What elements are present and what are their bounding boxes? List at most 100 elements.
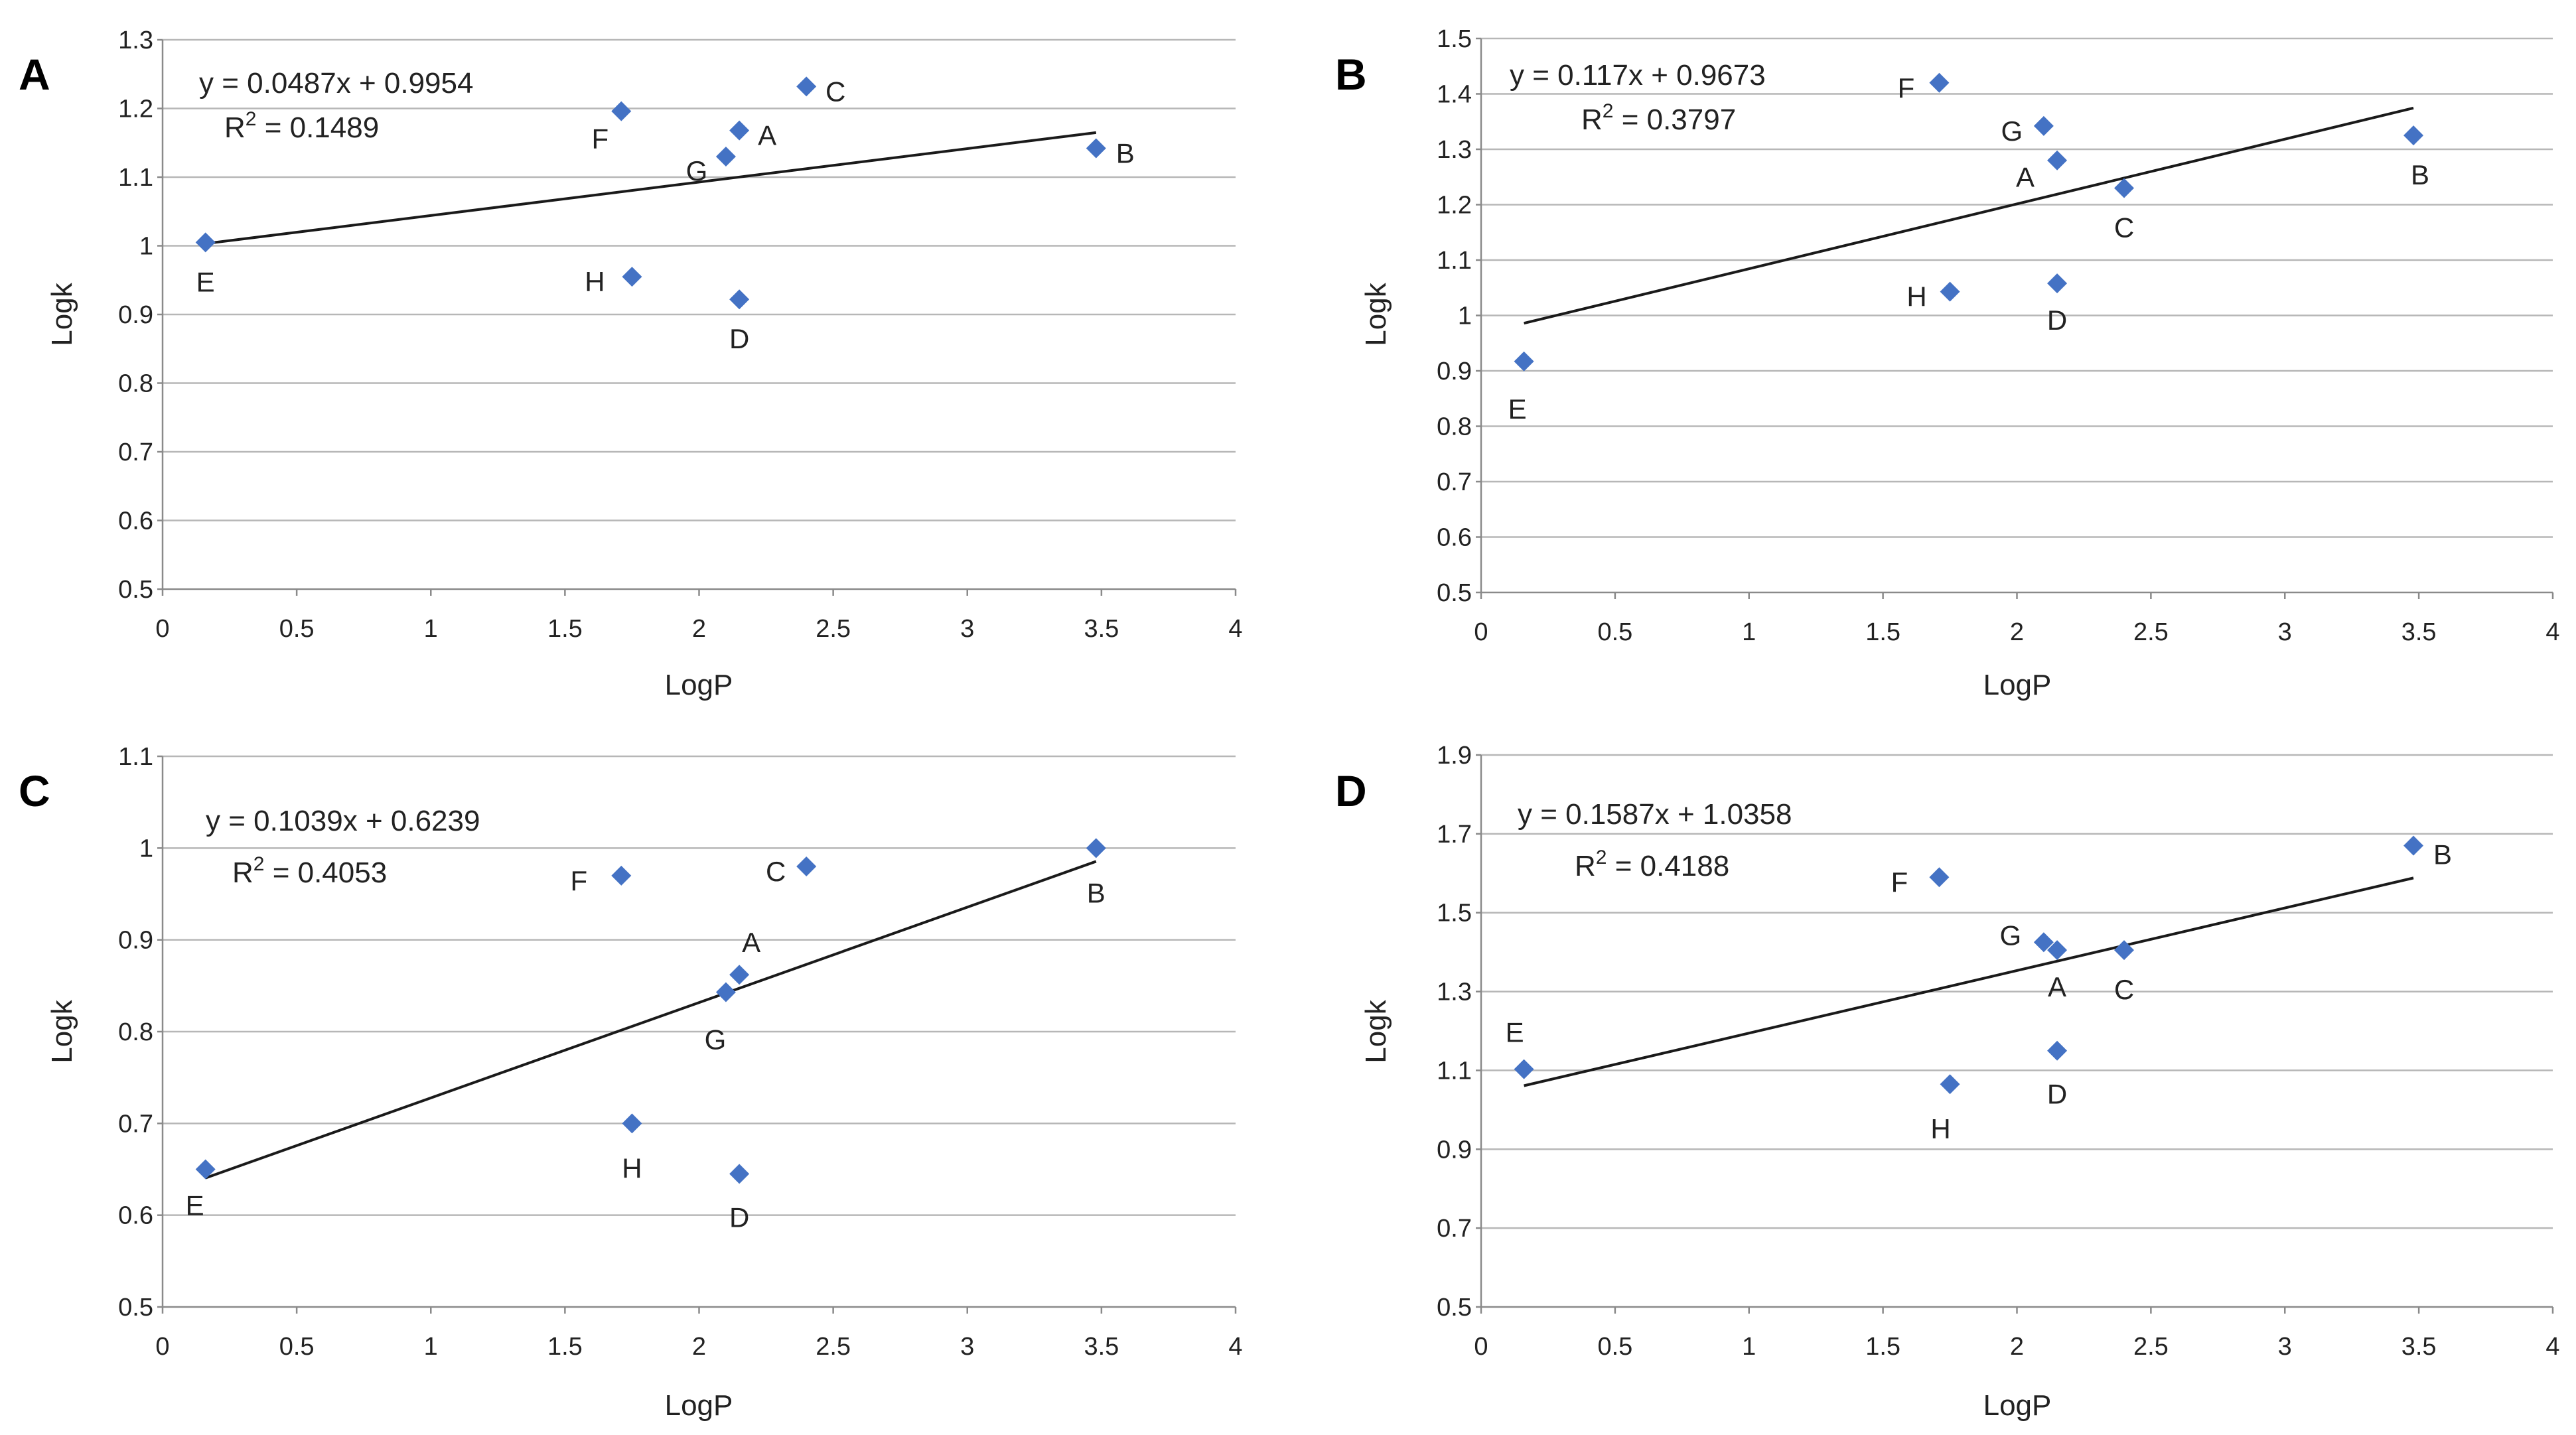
data-point-c	[796, 856, 817, 876]
x-tick-label: 1.5	[547, 615, 583, 643]
x-tick-label: 3.5	[1084, 1333, 1119, 1361]
data-point-label-e: E	[196, 266, 215, 297]
data-point-label-d: D	[729, 323, 749, 354]
y-tick-label: 0.7	[1437, 468, 1472, 496]
y-tick-label: 1.9	[1437, 742, 1472, 770]
r-squared-label: R2 = 0.4053	[232, 853, 387, 889]
x-tick-label: 1.5	[1865, 1333, 1900, 1361]
y-tick-label: 0.7	[118, 1110, 153, 1138]
data-point-label-c: C	[2114, 212, 2134, 243]
x-tick-label: 0.5	[279, 615, 315, 643]
data-point-label-h: H	[1906, 281, 1926, 312]
y-tick-label: 0.6	[1437, 524, 1472, 552]
y-tick-label: 1.7	[1437, 821, 1472, 849]
y-axis-title: Logk	[46, 999, 78, 1063]
data-point-label-h: H	[585, 266, 605, 297]
y-tick-label: 1	[139, 835, 153, 862]
x-tick-label: 3.5	[2401, 1333, 2437, 1361]
data-point-b	[1086, 838, 1106, 858]
y-tick-label: 0.5	[1437, 579, 1472, 607]
data-point-g	[2033, 932, 2054, 953]
x-tick-label: 0	[1474, 618, 1488, 646]
regression-equation: y = 0.117x + 0.9673	[1510, 59, 1766, 92]
data-point-label-c: C	[766, 856, 786, 887]
data-point-label-d: D	[729, 1201, 749, 1233]
data-point-label-a: A	[758, 120, 776, 151]
data-point-c	[2114, 940, 2134, 961]
data-point-f	[611, 865, 632, 886]
data-point-e	[195, 1159, 216, 1180]
y-tick-label: 1.1	[1437, 247, 1472, 275]
x-tick-label: 2	[2010, 1333, 2024, 1361]
y-tick-label: 0.6	[118, 1202, 153, 1230]
data-point-label-f: F	[591, 123, 608, 155]
data-point-label-a: A	[742, 927, 760, 958]
data-point-h	[1940, 281, 1960, 302]
r-squared-superscript: 2	[1603, 100, 1614, 122]
data-point-label-g: G	[705, 1024, 727, 1056]
y-tick-label: 0.7	[1437, 1215, 1472, 1243]
r-squared-prefix: R	[224, 111, 246, 144]
y-tick-label: 0.9	[118, 927, 153, 955]
trendline	[205, 860, 1097, 1180]
x-axis-title: LogP	[665, 1389, 733, 1422]
x-tick-label: 4	[1228, 615, 1242, 643]
data-point-a	[729, 965, 750, 985]
r-squared-superscript: 2	[253, 853, 265, 875]
y-tick-label: 1.2	[118, 96, 153, 123]
x-axis-title: LogP	[1983, 669, 2052, 701]
data-point-h	[622, 1113, 642, 1134]
chart-panel-d: 0.50.70.91.11.31.51.71.90 0.5 1 1.5 2 2.5 3 3.5…	[1335, 742, 2560, 1422]
panel-letter: C	[19, 766, 50, 815]
x-tick-label: 1	[1742, 1333, 1756, 1361]
x-tick-label: 2	[692, 615, 706, 643]
x-tick-label: 0	[155, 615, 169, 643]
r-squared-value: = 0.4188	[1607, 850, 1729, 882]
y-tick-label: 0.9	[1437, 1136, 1472, 1164]
data-point-e	[1514, 1059, 1534, 1079]
y-tick-label: 1.2	[1437, 192, 1472, 220]
data-point-c	[2114, 178, 2134, 198]
x-tick-label: 1	[424, 1333, 438, 1361]
x-tick-label: 0	[155, 1333, 169, 1361]
x-tick-label: 3	[960, 1333, 974, 1361]
x-tick-label: 0.5	[279, 1333, 315, 1361]
panel-letter: B	[1335, 50, 1367, 99]
r-squared-prefix: R	[1575, 850, 1596, 882]
trendline	[205, 131, 1097, 245]
y-tick-label: 1	[139, 233, 153, 261]
data-point-label-f: F	[1898, 72, 1915, 103]
r-squared-prefix: R	[232, 856, 253, 889]
data-point-label-g: G	[2000, 920, 2022, 951]
chart-panel-c: 0.50.60.70.80.911.10 0.5 1 1.5 2 2.5 3 3.5 4LogP…	[19, 743, 1243, 1422]
data-point-label-b: B	[1116, 138, 1135, 169]
x-tick-label: 2	[692, 1333, 706, 1361]
y-tick-label: 1.1	[1437, 1057, 1472, 1085]
x-tick-label: 3	[960, 615, 974, 643]
y-tick-label: 0.8	[118, 1018, 153, 1046]
data-point-b	[2403, 835, 2424, 856]
x-tick-label: 3.5	[1084, 615, 1119, 643]
data-point-a	[2047, 150, 2068, 171]
chart-panel-a: 0.50.60.70.80.911.11.21.30 0.5 1 1.5 2 2.5 3 3.…	[19, 27, 1243, 701]
x-tick-label: 0	[1474, 1333, 1488, 1361]
data-point-label-g: G	[686, 155, 708, 186]
x-tick-label: 4	[2545, 618, 2559, 646]
data-point-g	[715, 146, 736, 167]
data-point-d	[729, 1164, 750, 1184]
x-tick-label: 1.5	[547, 1333, 583, 1361]
x-tick-label: 2.5	[2133, 1333, 2169, 1361]
data-point-f	[1929, 867, 1950, 888]
data-point-label-c: C	[2114, 974, 2134, 1005]
data-point-label-e: E	[1508, 393, 1527, 425]
data-point-b	[2403, 125, 2424, 146]
r-squared-superscript: 2	[246, 108, 257, 130]
r-squared-value: = 0.3797	[1613, 103, 1736, 136]
x-axis-title: LogP	[665, 669, 733, 701]
x-tick-label: 4	[1228, 1333, 1242, 1361]
y-tick-label: 1	[1458, 303, 1472, 330]
data-point-label-f: F	[570, 865, 587, 896]
data-point-label-c: C	[825, 76, 845, 107]
data-point-label-a: A	[2048, 971, 2066, 1002]
x-tick-label: 4	[2545, 1333, 2559, 1361]
